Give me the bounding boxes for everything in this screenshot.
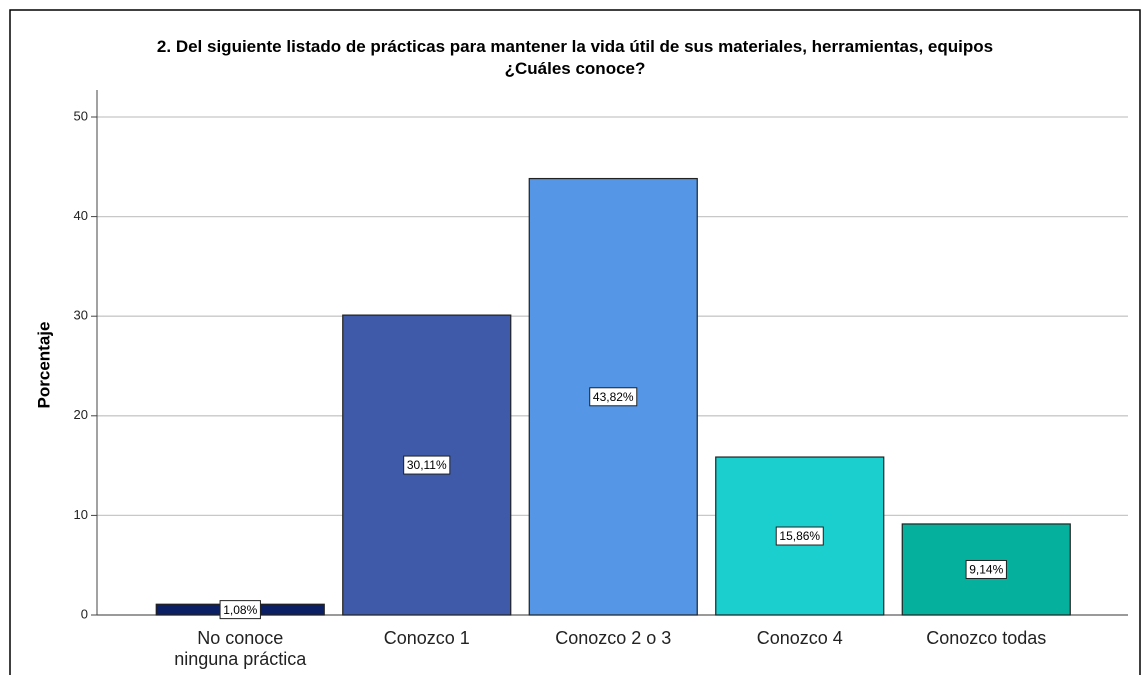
y-axis-label: Porcentaje <box>34 322 53 409</box>
chart-title: 2. Del siguiente listado de prácticas pa… <box>157 37 993 78</box>
y-tick-label: 10 <box>74 507 88 522</box>
data-label-box <box>589 387 638 407</box>
data-label: 30,11% <box>407 458 447 472</box>
data-label: 1,08% <box>223 603 257 617</box>
y-tick-label: 20 <box>74 407 88 422</box>
x-tick-label: Conozco todas <box>926 628 1047 648</box>
data-label-box <box>965 559 1007 579</box>
y-tick-label: 40 <box>74 208 88 223</box>
y-tick-label: 0 <box>81 606 88 621</box>
x-tick-label: Conozco 2 o 3 <box>555 628 672 648</box>
data-label: 9,14% <box>969 563 1003 577</box>
data-label: 15,86% <box>779 529 820 543</box>
y-tick-label: 50 <box>74 108 88 123</box>
data-label-box <box>219 600 261 620</box>
x-tick-label: Conozco 1 <box>383 628 470 648</box>
data-label-box <box>775 526 824 546</box>
data-label-box <box>403 455 451 475</box>
y-tick-label: 30 <box>74 308 88 323</box>
frame <box>9 9 1141 675</box>
data-label: 43,82% <box>593 390 634 404</box>
x-tick-label: Conozco 4 <box>756 628 843 648</box>
x-tick-label: No conoce ninguna práctica <box>174 628 307 669</box>
